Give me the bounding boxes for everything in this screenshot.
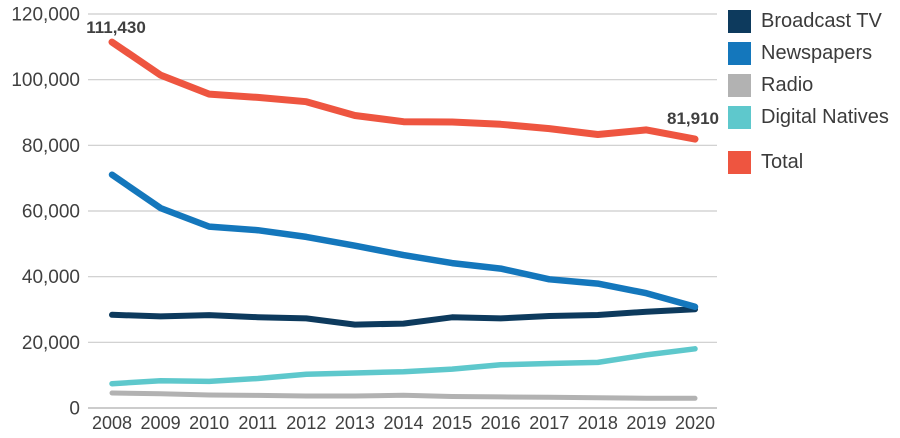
chart-legend: Broadcast TV Newspapers Radio Digital Na…: [728, 10, 889, 183]
data-label-2020: 81,910: [667, 109, 719, 128]
legend-label-radio: Radio: [761, 74, 814, 96]
legend-item-newspapers: Newspapers: [728, 42, 889, 65]
legend-swatch-broadcast-tv: [728, 10, 751, 33]
legend-label-newspapers: Newspapers: [761, 42, 873, 64]
y-axis-tick-label: 100,000: [11, 70, 80, 91]
y-axis-tick-label: 60,000: [22, 202, 80, 223]
x-axis-tick-label: 2008: [92, 413, 132, 433]
legend-swatch-digital-natives: [728, 106, 751, 129]
y-axis-tick-label: 120,000: [11, 5, 80, 26]
series-line-radio: [109, 390, 698, 401]
y-axis-tick-label: 40,000: [22, 267, 80, 288]
legend-label-digital-natives: Digital Natives: [761, 106, 889, 128]
x-axis-tick-label: 2011: [238, 413, 277, 433]
legend-label-total: Total: [761, 151, 804, 173]
legend-item-radio: Radio: [728, 74, 889, 97]
series-line-newspapers: [108, 171, 699, 311]
series-line-total: [108, 38, 699, 143]
series-line-broadcast-tv: [109, 306, 698, 328]
y-axis-tick-label: 0: [69, 399, 80, 420]
y-axis-tick-label: 80,000: [22, 136, 80, 157]
legend-swatch-radio: [728, 74, 751, 97]
x-axis-tick-label: 2012: [286, 413, 326, 433]
x-axis-tick-label: 2014: [383, 413, 423, 433]
x-axis-tick-label: 2017: [529, 413, 569, 433]
legend-item-digital-natives: Digital Natives: [728, 106, 889, 129]
legend-item-broadcast-tv: Broadcast TV: [728, 10, 889, 33]
x-axis-tick-label: 2016: [481, 413, 521, 433]
x-axis-tick-label: 2018: [578, 413, 618, 433]
legend-item-total: Total: [728, 151, 889, 174]
y-axis-tick-label: 20,000: [22, 333, 80, 354]
legend-swatch-total: [728, 151, 751, 174]
x-axis-tick-label: 2019: [626, 413, 666, 433]
x-axis-tick-label: 2020: [675, 413, 715, 433]
legend-swatch-newspapers: [728, 42, 751, 65]
x-axis-tick-label: 2010: [189, 413, 229, 433]
legend-label-broadcast-tv: Broadcast TV: [761, 10, 882, 32]
data-label-2008: 111,430: [86, 18, 146, 37]
x-axis-tick-label: 2009: [141, 413, 181, 433]
series-line-digital-natives: [109, 346, 698, 387]
x-axis-tick-label: 2013: [335, 413, 375, 433]
x-axis-tick-label: 2015: [432, 413, 472, 433]
